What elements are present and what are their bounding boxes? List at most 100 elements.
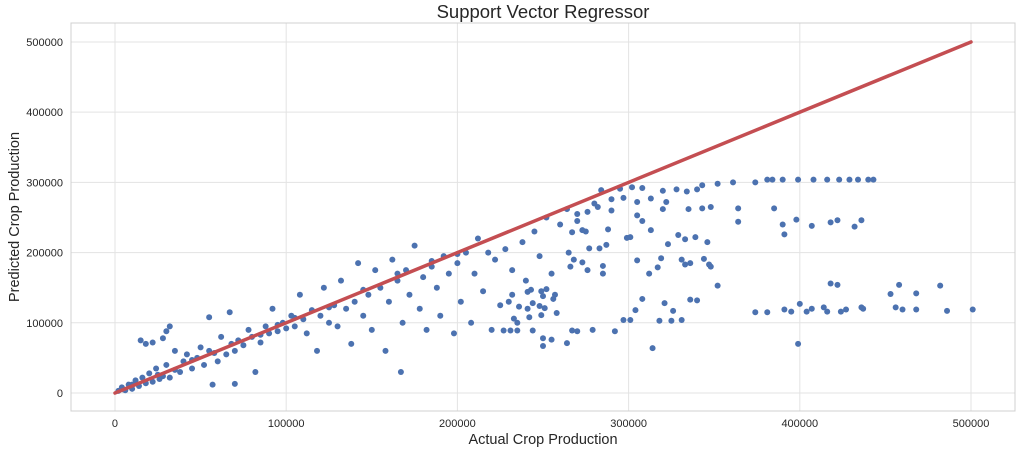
y-tick-label: 100000 bbox=[26, 318, 63, 330]
data-point bbox=[694, 186, 701, 193]
data-point bbox=[149, 378, 156, 385]
data-point bbox=[231, 347, 238, 354]
data-point bbox=[629, 184, 636, 191]
data-point bbox=[781, 231, 788, 238]
data-point bbox=[611, 328, 618, 335]
data-point bbox=[177, 368, 184, 375]
data-point bbox=[779, 176, 786, 183]
data-point bbox=[269, 305, 276, 312]
data-point bbox=[779, 221, 786, 228]
data-point bbox=[526, 314, 533, 321]
data-point bbox=[551, 291, 558, 298]
data-point bbox=[437, 312, 444, 319]
data-point bbox=[317, 312, 324, 319]
data-point bbox=[608, 207, 615, 214]
data-point bbox=[257, 339, 264, 346]
data-point bbox=[397, 368, 404, 375]
data-point bbox=[385, 298, 392, 305]
data-point bbox=[351, 298, 358, 305]
data-point bbox=[658, 255, 665, 262]
data-point bbox=[540, 293, 546, 300]
data-point bbox=[291, 323, 298, 330]
data-point bbox=[639, 185, 646, 192]
data-point bbox=[529, 327, 536, 334]
data-point bbox=[574, 328, 581, 335]
data-point bbox=[843, 306, 850, 313]
data-point bbox=[474, 235, 481, 242]
data-point bbox=[646, 270, 653, 277]
data-point bbox=[516, 303, 523, 310]
data-point bbox=[538, 288, 545, 295]
data-point bbox=[348, 340, 355, 347]
data-point bbox=[627, 317, 634, 324]
data-point bbox=[634, 199, 641, 206]
data-point bbox=[519, 239, 526, 246]
data-point bbox=[189, 365, 196, 372]
data-point bbox=[824, 308, 831, 315]
data-point bbox=[548, 270, 555, 277]
data-point bbox=[262, 323, 269, 330]
data-point bbox=[827, 280, 834, 287]
data-point bbox=[565, 249, 572, 256]
data-point bbox=[771, 205, 778, 212]
scatter-points bbox=[115, 176, 976, 394]
data-point bbox=[752, 309, 759, 316]
data-point bbox=[634, 212, 641, 219]
data-point bbox=[808, 222, 815, 229]
data-point bbox=[296, 291, 303, 298]
data-point bbox=[314, 347, 321, 354]
data-point bbox=[694, 297, 701, 304]
data-point bbox=[670, 307, 677, 314]
data-point bbox=[382, 347, 389, 354]
data-point bbox=[137, 337, 144, 344]
data-point bbox=[209, 381, 216, 388]
data-point bbox=[540, 342, 546, 349]
data-point bbox=[471, 270, 478, 277]
data-point bbox=[586, 245, 593, 252]
data-point bbox=[793, 216, 800, 223]
data-point bbox=[851, 223, 858, 230]
data-point bbox=[303, 330, 310, 337]
data-point bbox=[553, 309, 560, 316]
data-point bbox=[201, 361, 208, 368]
data-point bbox=[654, 264, 661, 271]
data-point bbox=[699, 205, 706, 212]
data-point bbox=[834, 217, 841, 224]
data-point bbox=[569, 327, 576, 334]
y-tick-label: 300000 bbox=[26, 177, 63, 189]
data-point bbox=[687, 296, 694, 303]
data-point bbox=[522, 277, 529, 284]
data-point bbox=[685, 206, 692, 213]
data-point bbox=[664, 241, 671, 248]
data-point bbox=[252, 368, 259, 375]
y-tick-label: 200000 bbox=[26, 248, 63, 260]
data-point bbox=[837, 308, 844, 315]
data-point bbox=[245, 326, 252, 333]
data-point bbox=[769, 176, 776, 183]
x-tick-label: 0 bbox=[112, 418, 118, 430]
data-point bbox=[596, 245, 603, 252]
data-point bbox=[603, 241, 610, 248]
data-point bbox=[509, 267, 516, 274]
data-point bbox=[166, 374, 173, 381]
data-point bbox=[146, 370, 153, 377]
data-point bbox=[579, 259, 586, 266]
data-point bbox=[450, 330, 457, 337]
data-point bbox=[480, 288, 487, 295]
data-point bbox=[661, 300, 668, 307]
data-point bbox=[803, 308, 810, 315]
data-point bbox=[543, 286, 550, 293]
data-point bbox=[149, 339, 156, 346]
data-point bbox=[524, 305, 531, 312]
data-point bbox=[360, 312, 367, 319]
data-point bbox=[492, 256, 499, 263]
data-point bbox=[764, 176, 771, 183]
data-point bbox=[206, 314, 213, 321]
data-point bbox=[337, 277, 344, 284]
data-point bbox=[649, 345, 656, 352]
data-point bbox=[529, 300, 536, 307]
data-point bbox=[454, 260, 461, 267]
data-point bbox=[795, 340, 802, 347]
data-point bbox=[663, 199, 670, 206]
